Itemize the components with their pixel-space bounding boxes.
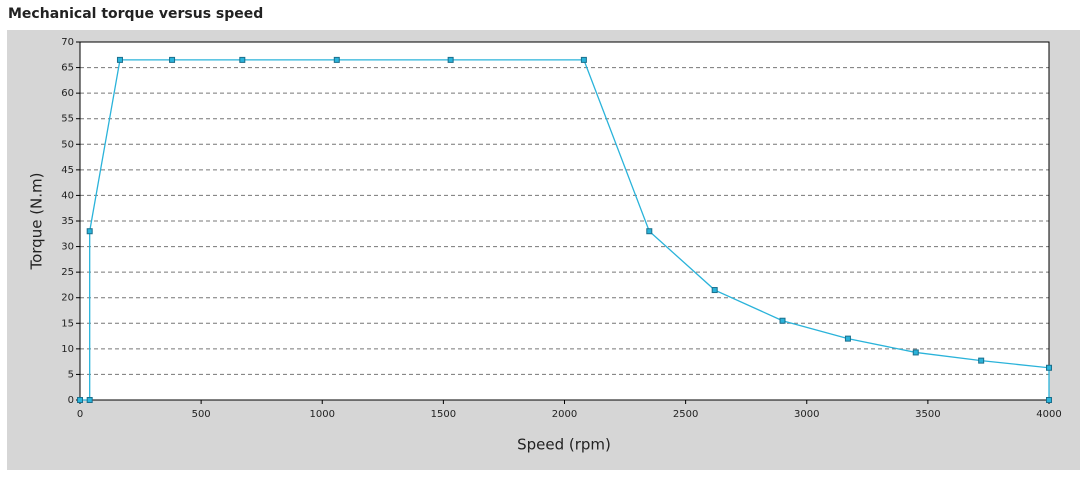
data-point — [169, 56, 176, 63]
y-tick-label: 70 — [61, 37, 74, 48]
x-tick-label: 500 — [192, 409, 211, 420]
x-tick-label: 2000 — [552, 409, 577, 420]
data-point — [978, 357, 985, 364]
x-tick-label: 1000 — [310, 409, 335, 420]
data-point — [844, 335, 851, 342]
data-point — [447, 56, 454, 63]
y-tick-label: 0 — [68, 395, 74, 406]
y-tick-label: 65 — [61, 63, 74, 74]
data-point — [580, 56, 587, 63]
data-point — [1046, 397, 1052, 403]
y-tick-label: 25 — [61, 267, 74, 278]
data-point — [77, 397, 83, 403]
y-tick-label: 35 — [61, 216, 74, 227]
data-point — [86, 228, 93, 235]
x-tick-label: 1500 — [431, 409, 456, 420]
y-axis-label: Torque (N.m) — [28, 172, 46, 270]
data-point — [1046, 364, 1052, 371]
y-tick-label: 45 — [61, 165, 74, 176]
data-point — [86, 397, 93, 403]
data-point — [646, 228, 653, 235]
data-point — [333, 56, 340, 63]
chart-title: Mechanical torque versus speed — [8, 6, 263, 22]
y-tick-label: 30 — [61, 242, 74, 253]
x-tick-label: 0 — [77, 409, 83, 420]
x-axis-label: Speed (rpm) — [517, 436, 611, 454]
y-tick-label: 40 — [61, 190, 74, 201]
y-tick-label: 15 — [61, 318, 74, 329]
y-tick-label: 55 — [61, 114, 74, 125]
data-point — [912, 349, 919, 356]
x-tick-label: 4000 — [1036, 409, 1061, 420]
x-tick-label: 3500 — [915, 409, 940, 420]
data-point — [116, 56, 123, 63]
x-tick-label: 3000 — [794, 409, 819, 420]
data-point — [239, 56, 246, 63]
y-tick-label: 50 — [61, 139, 74, 150]
grid — [80, 67, 1049, 375]
y-tick-label: 5 — [68, 369, 74, 380]
data-point — [779, 317, 786, 324]
data-point — [711, 287, 718, 294]
y-tick-label: 20 — [61, 293, 74, 304]
y-tick-label: 10 — [61, 344, 74, 355]
y-tick-label: 60 — [61, 88, 74, 99]
x-tick-label: 2500 — [673, 409, 698, 420]
